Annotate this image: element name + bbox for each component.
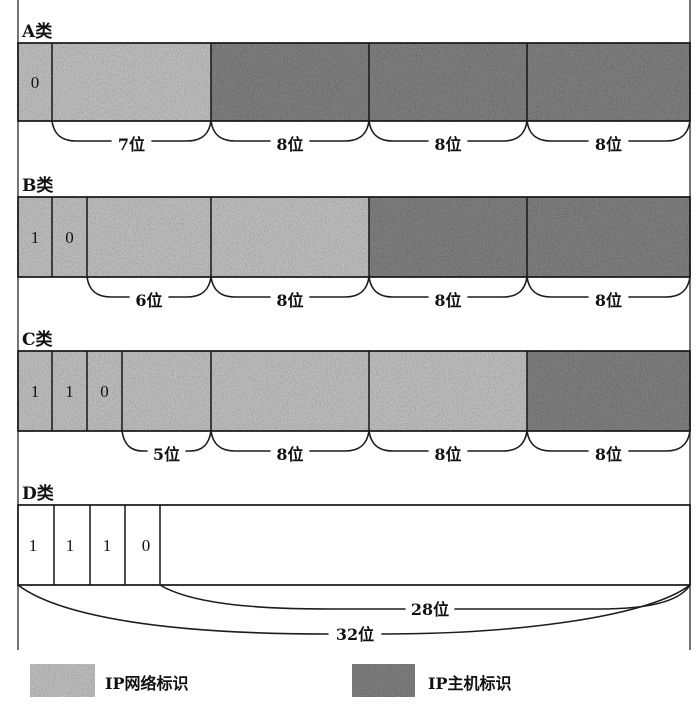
class-a-field-3-brace xyxy=(526,120,691,142)
class-d-cell-background xyxy=(18,505,690,585)
class-a-dividers xyxy=(51,43,528,121)
class-c-field-0-brace xyxy=(121,430,212,452)
legend: IP网络标识 IP主机标识 xyxy=(30,664,512,697)
class-d-field-1-brace xyxy=(17,584,691,635)
class-a-field-2-brace xyxy=(368,120,528,142)
class-c-field-3-label: 8位 xyxy=(595,445,622,464)
class-c-field-3-brace xyxy=(526,430,691,452)
class-d-label: D类 xyxy=(22,483,55,504)
class-d-bit-1: 1 xyxy=(66,536,75,555)
class-d-dividers xyxy=(53,505,161,585)
class-c: C类 1 1 0 5位 8位 8位 8位 xyxy=(17,329,691,464)
class-a-field-0-brace xyxy=(51,120,212,142)
class-c-frame xyxy=(17,350,691,432)
class-a-row xyxy=(17,42,691,122)
legend-host-label: IP主机标识 xyxy=(428,674,512,693)
class-c-texture xyxy=(18,351,690,431)
class-b-texture xyxy=(18,197,690,277)
class-b-field-1-label: 8位 xyxy=(276,291,303,310)
legend-host: IP主机标识 xyxy=(352,664,512,697)
class-d-bit-3: 0 xyxy=(142,536,151,555)
class-c-dividers xyxy=(51,351,528,431)
class-d: D类 1 1 1 0 28位 32位 xyxy=(17,483,691,644)
class-b-frame xyxy=(17,196,691,278)
class-b-field-3-brace xyxy=(526,276,691,298)
class-a-label: A类 xyxy=(21,21,53,42)
class-a-field-2-label: 8位 xyxy=(434,135,461,154)
class-c-label: C类 xyxy=(22,329,54,350)
class-b-row xyxy=(17,196,691,278)
class-d-row xyxy=(17,504,691,586)
legend-host-texture xyxy=(352,664,415,697)
class-c-bit-1: 1 xyxy=(65,382,74,401)
class-a-field-1-brace xyxy=(210,120,370,142)
class-d-bit-2: 1 xyxy=(103,536,112,555)
class-c-row xyxy=(17,350,691,432)
class-d-field-0-brace xyxy=(159,584,691,610)
legend-network-texture xyxy=(30,664,95,697)
class-b-field-2-label: 8位 xyxy=(434,291,461,310)
class-d-frame xyxy=(17,504,691,586)
class-a-bit-0: 0 xyxy=(31,73,40,92)
class-b-field-3-label: 8位 xyxy=(595,291,622,310)
class-b-field-1-brace xyxy=(210,276,370,298)
class-b-dividers xyxy=(51,197,528,277)
class-b-label: B类 xyxy=(22,175,54,196)
class-d-field-1-label: 32位 xyxy=(336,625,374,644)
legend-network: IP网络标识 xyxy=(30,664,189,697)
class-c-field-1-brace xyxy=(210,430,370,452)
class-b-bit-0: 1 xyxy=(31,228,40,247)
class-a-frame xyxy=(17,42,691,122)
class-b-field-0-label: 6位 xyxy=(135,291,162,310)
class-b-field-0-brace xyxy=(86,276,212,298)
legend-network-label: IP网络标识 xyxy=(105,674,189,693)
class-a-field-0-label: 7位 xyxy=(118,135,145,154)
class-c-field-2-brace xyxy=(368,430,528,452)
class-c-field-1-label: 8位 xyxy=(276,445,303,464)
class-c-bit-2: 0 xyxy=(100,382,109,401)
class-b-bit-1: 0 xyxy=(65,228,74,247)
class-a-texture xyxy=(18,43,690,121)
class-d-bit-0: 1 xyxy=(29,536,38,555)
class-b: B类 1 0 6位 8位 8位 8位 xyxy=(17,175,691,310)
class-c-field-2-label: 8位 xyxy=(434,445,461,464)
class-c-bit-0: 1 xyxy=(31,382,40,401)
class-a-field-3-label: 8位 xyxy=(595,135,622,154)
class-a: A类 0 7位 8位 8位 8位 xyxy=(17,21,691,154)
class-c-field-0-label: 5位 xyxy=(153,445,180,464)
class-d-field-0-label: 28位 xyxy=(411,600,449,619)
class-b-field-2-brace xyxy=(368,276,528,298)
class-a-field-1-label: 8位 xyxy=(276,135,303,154)
